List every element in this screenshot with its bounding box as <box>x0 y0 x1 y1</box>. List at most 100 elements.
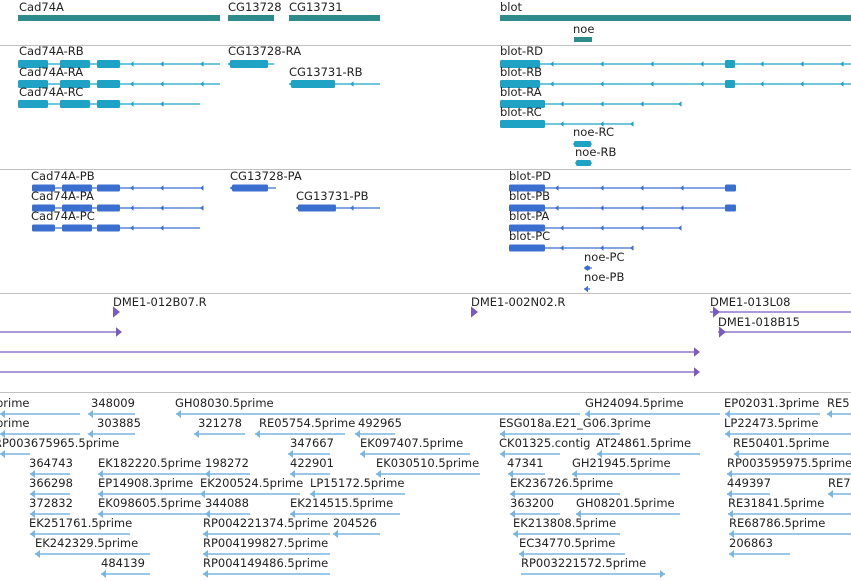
blot-rd-mid-strand-arrow[interactable] <box>800 61 804 67</box>
est-re50401-5prime-18-strand-arrow[interactable] <box>734 450 739 458</box>
cg13731-pb-mid-strand-arrow[interactable] <box>350 205 354 211</box>
blot-rc-mid-strand-arrow[interactable] <box>600 121 604 127</box>
blot-pb-glyph[interactable] <box>509 204 736 212</box>
cad74a-ra-mid-strand-arrow[interactable] <box>200 81 204 87</box>
blot-pa-mid-strand-arrow[interactable] <box>640 225 644 231</box>
blot-pd-mid-strand-arrow[interactable] <box>600 185 604 191</box>
cad74a-rb-glyph[interactable] <box>18 60 220 68</box>
dme1-012b07-r-strand-arrow[interactable] <box>113 306 120 318</box>
est-rp004221374-5prime-42-strand-arrow[interactable] <box>203 530 208 538</box>
clone-line-a-strand-arrow[interactable] <box>116 327 122 337</box>
blot-rc-glyph-strand-arrow[interactable] <box>500 120 504 128</box>
est-gh08201-5prime-39-strand-arrow[interactable] <box>576 510 581 518</box>
blot-ra-mid-strand-arrow[interactable] <box>678 101 682 107</box>
est-ep02031-3prime-4-strand-arrow[interactable] <box>725 410 730 418</box>
noe-pc-glyph-strand-arrow[interactable] <box>584 264 588 272</box>
blot-rc-glyph[interactable] <box>500 120 632 128</box>
blot-pa-mid-strand-arrow[interactable] <box>560 225 564 231</box>
blot-rd-mid-strand-arrow[interactable] <box>650 61 654 67</box>
noe-pb-glyph-strand-arrow[interactable] <box>584 285 588 293</box>
est-ek030510-5prime-23-strand-arrow[interactable] <box>376 470 381 478</box>
est-ek098605-5prime-35-strand-arrow[interactable] <box>98 510 103 518</box>
cad74a-pc-glyph-strand-arrow[interactable] <box>32 224 36 232</box>
cad74a-ra-mid-strand-arrow[interactable] <box>130 81 134 87</box>
cad74a-rc-mid-strand-arrow[interactable] <box>130 101 134 107</box>
blot-pd-glyph-strand-arrow[interactable] <box>509 184 513 192</box>
cad74a-rc-mid-strand-arrow[interactable] <box>160 101 164 107</box>
est-rp004149486-5prime-51-strand-arrow[interactable] <box>203 570 208 578</box>
est-198272-21-strand-arrow[interactable] <box>205 470 210 478</box>
blot-rb-mid-strand-arrow[interactable] <box>800 81 804 87</box>
est-re68786-5prime-45-strand-arrow[interactable] <box>729 530 734 538</box>
blot-rb-mid-strand-arrow[interactable] <box>840 81 844 87</box>
est-344088-36-strand-arrow[interactable] <box>205 510 210 518</box>
cad74a-pa-mid-strand-arrow[interactable] <box>160 205 164 211</box>
blot-rd-mid-strand-arrow[interactable] <box>840 61 844 67</box>
est-re31841-5prime-40-strand-arrow[interactable] <box>728 510 733 518</box>
blot-pa-mid-strand-arrow[interactable] <box>600 225 604 231</box>
blot-ra-mid-strand-arrow[interactable] <box>600 101 604 107</box>
est-372832-34-strand-arrow[interactable] <box>30 510 35 518</box>
est-ek242329-5prime-46-strand-arrow[interactable] <box>35 550 40 558</box>
blot-ra-mid-strand-arrow[interactable] <box>560 101 564 107</box>
blot-pd-mid-strand-arrow[interactable] <box>680 185 684 191</box>
cad74a-ra-glyph-strand-arrow[interactable] <box>18 80 22 88</box>
cad74a-ra-glyph[interactable] <box>18 80 220 88</box>
est-lp22473-5prime-12-strand-arrow[interactable] <box>725 430 730 438</box>
est-prime-0-strand-arrow[interactable] <box>0 410 5 418</box>
cg13731-rb-glyph-strand-arrow[interactable] <box>289 80 293 88</box>
est-ck01325-contig-16-strand-arrow[interactable] <box>500 450 505 458</box>
cg13728-ra-glyph[interactable] <box>228 60 274 68</box>
blot-rd-glyph-strand-arrow[interactable] <box>500 60 504 68</box>
cad74a-pb-mid-strand-arrow[interactable] <box>160 185 164 191</box>
est-ek213808-5prime-44-strand-arrow[interactable] <box>513 530 518 538</box>
noe-rb-glyph-strand-arrow[interactable] <box>575 159 579 167</box>
cad74a-ra-mid-strand-arrow[interactable] <box>160 81 164 87</box>
est-206863-49-strand-arrow[interactable] <box>729 550 734 558</box>
blot-rd-mid-strand-arrow[interactable] <box>600 61 604 67</box>
est-rp004199827-5prime-47-strand-arrow[interactable] <box>203 550 208 558</box>
blot-pb-mid-strand-arrow[interactable] <box>600 205 604 211</box>
est-ek251761-5prime-41-strand-arrow[interactable] <box>30 530 35 538</box>
est-gh08030-5prime-2-strand-arrow[interactable] <box>176 410 181 418</box>
est-gh21945-5prime-25-strand-arrow[interactable] <box>572 470 577 478</box>
dme1-013l08-strand-arrow[interactable] <box>713 306 720 318</box>
est-prime-6-strand-arrow[interactable] <box>0 430 5 438</box>
blot-rb-mid-strand-arrow[interactable] <box>550 81 554 87</box>
cad74a-pb-glyph[interactable] <box>32 184 203 192</box>
clone-line-b-strand-arrow[interactable] <box>694 347 700 357</box>
est-rp003675965-5prime-13-strand-arrow[interactable] <box>0 450 5 458</box>
blot-ra-glyph-strand-arrow[interactable] <box>500 100 504 108</box>
est-204526-43-strand-arrow[interactable] <box>333 530 338 538</box>
blot-rd-mid-strand-arrow[interactable] <box>760 61 764 67</box>
blot-pa-glyph[interactable] <box>509 224 680 232</box>
blot-ra-glyph[interactable] <box>500 100 680 108</box>
cg13731-rb-mid-strand-arrow[interactable] <box>350 81 354 87</box>
cad74a-rc-glyph-strand-arrow[interactable] <box>18 100 22 108</box>
cad74a-pa-mid-strand-arrow[interactable] <box>130 205 134 211</box>
blot-rc-mid-strand-arrow[interactable] <box>560 121 564 127</box>
blot-pb-glyph-strand-arrow[interactable] <box>509 204 513 212</box>
blot-pc-glyph[interactable] <box>509 244 632 252</box>
dme1-002n02-r-strand-arrow[interactable] <box>471 306 478 318</box>
est-366298-27-strand-arrow[interactable] <box>30 490 35 498</box>
noe-rc-glyph-strand-arrow[interactable] <box>573 140 577 148</box>
est-re5-5-strand-arrow[interactable] <box>827 410 832 418</box>
blot-pd-mid-strand-arrow[interactable] <box>640 185 644 191</box>
blot-rb-mid-strand-arrow[interactable] <box>760 81 764 87</box>
cg13731-rb-glyph[interactable] <box>289 80 380 88</box>
cad74a-rb-mid-strand-arrow[interactable] <box>200 61 204 67</box>
cad74a-pb-glyph-strand-arrow[interactable] <box>32 184 36 192</box>
est-348009-1-strand-arrow[interactable] <box>88 410 93 418</box>
gene-bar-blot[interactable] <box>500 15 851 21</box>
cg13731-pb-glyph-strand-arrow[interactable] <box>296 204 300 212</box>
est-lp15172-5prime-30-strand-arrow[interactable] <box>310 490 315 498</box>
est-ek214515-5prime-37-strand-arrow[interactable] <box>290 510 295 518</box>
cg13728-pa-glyph-strand-arrow[interactable] <box>230 184 234 192</box>
blot-pb-mid-strand-arrow[interactable] <box>640 205 644 211</box>
est-303885-7-strand-arrow[interactable] <box>88 430 93 438</box>
blot-pa-glyph-strand-arrow[interactable] <box>509 224 513 232</box>
blot-pb-mid-strand-arrow[interactable] <box>680 205 684 211</box>
cad74a-pc-glyph[interactable] <box>32 224 200 232</box>
blot-pa-mid-strand-arrow[interactable] <box>678 225 682 231</box>
